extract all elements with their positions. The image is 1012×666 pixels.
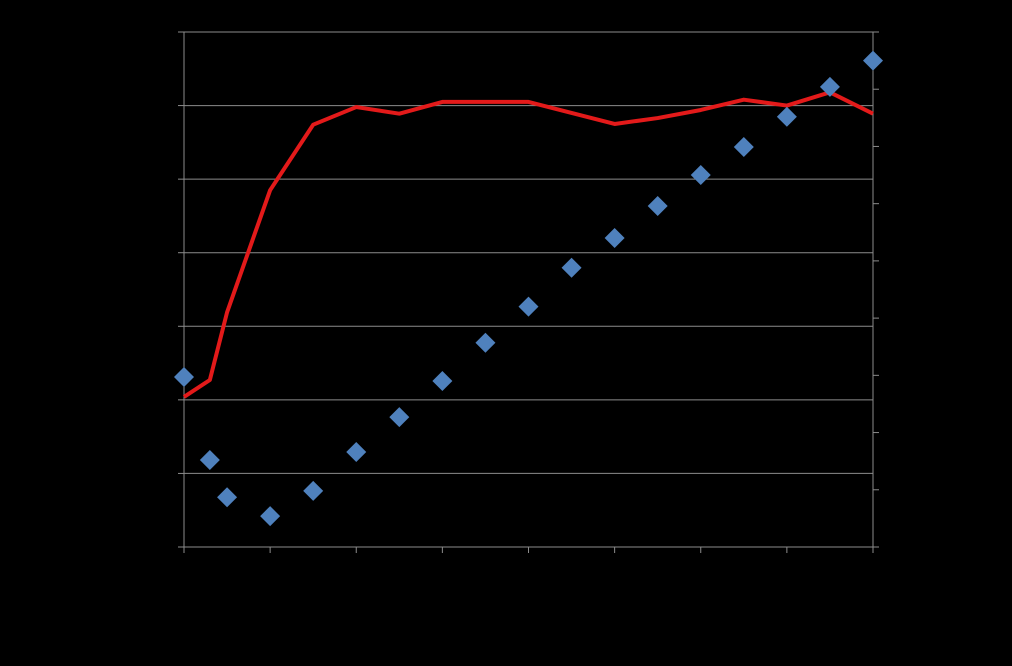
scatter-point bbox=[432, 371, 453, 392]
scatter-point bbox=[604, 228, 625, 248]
scatter-point bbox=[647, 195, 668, 216]
scatter-point bbox=[475, 332, 496, 353]
scatter-point bbox=[690, 165, 711, 186]
scatter-point bbox=[863, 50, 883, 71]
scatter-point bbox=[260, 506, 281, 527]
scatter-point bbox=[776, 106, 797, 127]
scatter-point bbox=[217, 487, 238, 508]
scatter-point bbox=[819, 76, 840, 97]
scatter-point bbox=[346, 442, 367, 463]
line-series bbox=[182, 90, 874, 399]
scatter-point bbox=[199, 450, 220, 471]
scatter-point bbox=[518, 296, 539, 317]
scatter-point bbox=[389, 407, 410, 428]
scatter-point bbox=[733, 137, 754, 158]
scatter-point bbox=[174, 367, 194, 388]
scatter-point bbox=[561, 257, 582, 278]
scatter-point bbox=[303, 480, 324, 501]
